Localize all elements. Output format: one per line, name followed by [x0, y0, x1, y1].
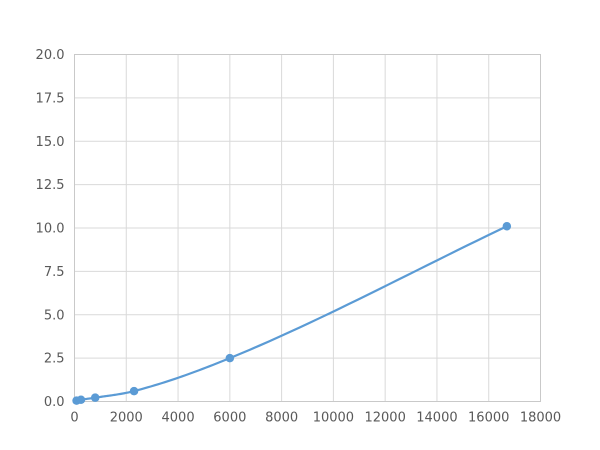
x-tick-label: 4000 — [162, 411, 195, 426]
data-point-marker — [225, 353, 235, 363]
y-tick-label: 12.5 — [36, 178, 65, 193]
y-tick-label: 15.0 — [36, 135, 65, 150]
x-tick-label: 18000 — [520, 411, 561, 426]
data-point-marker — [502, 222, 512, 231]
data-point-marker — [76, 395, 86, 405]
x-tick-label: 14000 — [416, 411, 457, 426]
x-tick-label: 6000 — [213, 411, 246, 426]
y-tick-label: 10.0 — [36, 222, 65, 237]
x-tick-label: 0 — [70, 411, 78, 426]
y-tick-label: 20.0 — [36, 48, 65, 63]
x-tick-label: 10000 — [313, 411, 354, 426]
gridlines — [74, 54, 541, 402]
x-tick-label: 16000 — [468, 411, 509, 426]
y-tick-label: 0.0 — [44, 395, 65, 410]
data-point-marker — [129, 386, 139, 396]
x-tick-label: 12000 — [364, 411, 405, 426]
y-tick-label: 7.5 — [44, 265, 65, 280]
y-tick-label: 5.0 — [44, 308, 65, 323]
plot-border — [74, 54, 541, 402]
x-tick-label: 2000 — [110, 411, 143, 426]
series-line — [75, 225, 508, 402]
axis-tick-labels: 0.0 2.5 5.0 7.5 10.0 12.5 15.0 17.5 20.0 0 2000 400… — [36, 48, 562, 426]
x-tick-label: 8000 — [265, 411, 298, 426]
y-tick-label: 17.5 — [36, 91, 65, 106]
data-point-marker — [90, 393, 100, 402]
y-tick-label: 2.5 — [44, 352, 65, 367]
series-standard-curve — [72, 222, 512, 405]
